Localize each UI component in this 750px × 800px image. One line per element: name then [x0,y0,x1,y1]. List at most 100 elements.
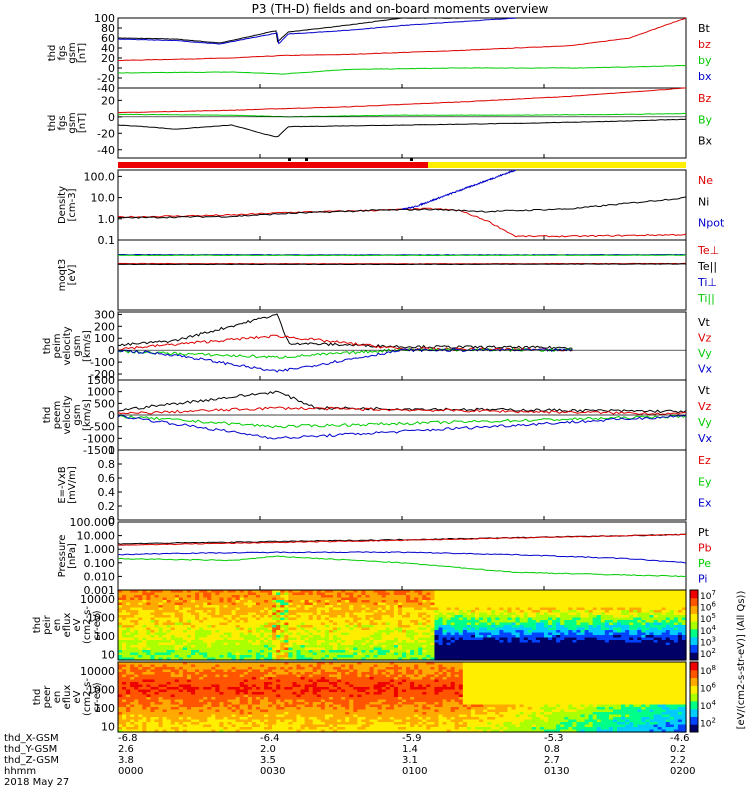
heat-cell [462,625,468,629]
heat-cell [568,605,573,609]
heat-cell [584,620,590,624]
heat-cell [665,607,671,611]
heat-cell [126,612,131,616]
heat-cell [191,722,196,726]
heat-cell [454,650,460,654]
heat-cell [345,605,350,609]
heat-cell [126,615,131,619]
heat-cell [288,630,294,634]
heat-cell [669,632,675,636]
heat-cell [612,605,618,609]
heat-cell [284,642,289,646]
heat-cell [466,605,472,609]
heat-cell [657,602,663,606]
heat-cell [284,645,289,649]
heat-cell [122,697,127,701]
heat-cell [393,652,399,656]
heat-cell [174,617,180,621]
heat-cell [349,602,354,606]
heat-cell [211,709,216,713]
heat-cell [661,605,667,609]
heat-cell [657,617,663,621]
heat-cell [207,709,212,713]
heat-cell [260,615,265,619]
heat-cell [661,652,667,656]
heat-cell [203,635,208,639]
heat-cell [320,625,326,629]
heat-cell [260,655,265,659]
heat-cell [552,617,557,621]
heat-cell [304,655,310,659]
heat-cell [207,677,212,681]
heat-cell [600,647,606,651]
heat-cell [608,630,614,634]
heat-cell [320,615,326,619]
heat-cell [162,682,168,686]
heat-cell [450,657,456,661]
heat-cell [138,697,143,701]
heat-cell [134,607,139,611]
heat-cell [191,610,196,614]
heat-cell [535,595,541,599]
heat-cell [268,612,273,616]
heat-cell [158,719,164,723]
heat-cell [166,679,172,683]
heat-cell [292,647,298,651]
heat-cell [531,622,537,626]
heat-cell [669,595,675,599]
heat-cell [166,625,172,629]
heat-cell [138,590,143,594]
heat-cell [170,642,176,646]
heat-cell [300,607,306,611]
heat-cell [260,642,265,646]
heat-cell [191,674,196,678]
heat-cell [556,612,561,616]
heat-cell [288,627,294,631]
heat-cell [280,610,285,614]
heat-cell [166,610,172,614]
heat-cell [385,625,391,629]
heat-cell [276,645,281,649]
heat-cell [527,647,533,651]
heat-cell [657,590,663,594]
heat-cell [203,729,208,733]
heat-cell [535,597,541,601]
heat-cell [235,702,241,706]
heat-cell [215,592,221,596]
heat-cell [191,640,196,644]
heat-cell [223,657,229,661]
heat-cell [556,627,561,631]
heat-cell [247,590,253,594]
heat-cell [349,645,354,649]
heat-cell [312,622,318,626]
heat-cell [633,645,638,649]
heat-cell [661,615,667,619]
heat-cell [162,709,168,713]
heat-cell [458,657,464,661]
heat-cell [434,620,440,624]
heat-cell [146,709,152,713]
heat-cell [442,600,448,604]
heat-cell [134,682,139,686]
heat-cell [377,600,383,604]
heat-cell [560,645,565,649]
heat-cell [560,640,565,644]
heat-cell [243,627,249,631]
heat-cell [397,617,403,621]
heat-cell [600,625,606,629]
heat-cell [345,642,350,646]
heat-cell [199,605,204,609]
y-tick-label: -200 [90,368,115,381]
heat-cell [499,657,505,661]
heat-cell [247,637,253,641]
heat-cell [519,627,525,631]
heat-cell [568,642,573,646]
heat-cell [170,645,176,649]
heat-cell [544,607,549,611]
heat-cell [418,635,423,639]
heat-cell [243,595,249,599]
heat-cell [158,600,164,604]
heat-cell [170,669,176,673]
heat-cell [584,610,590,614]
heat-cell [219,679,225,683]
